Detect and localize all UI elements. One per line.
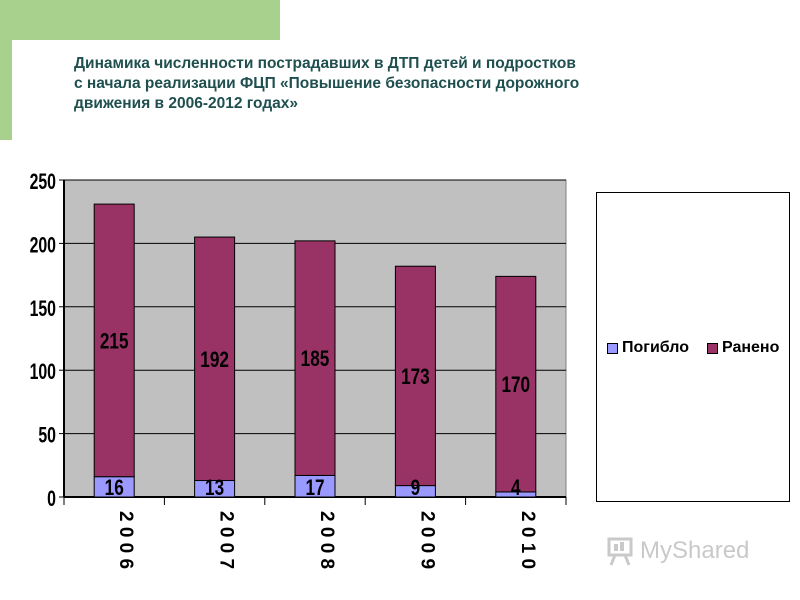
bar-injured: [194, 236, 236, 482]
bar-injured: [394, 265, 436, 487]
legend-label-injured: Ранено: [722, 339, 780, 356]
x-tick-label: 2 0 0 7: [216, 511, 237, 569]
legend-swatch-injured: [707, 342, 718, 354]
legend-label-killed: Погибло: [622, 339, 689, 356]
data-label-injured: 215: [100, 329, 129, 354]
title-line-1: Динамика численности пострадавших в ДТП …: [74, 55, 576, 72]
x-tick-label: 2 0 1 0: [517, 511, 538, 569]
data-label-injured: 185: [301, 347, 330, 372]
slide-title: Динамика численности пострадавших в ДТП …: [74, 54, 774, 114]
chart-legend: Погибло Ранено: [596, 192, 790, 502]
y-tick-label: 100: [30, 361, 56, 385]
watermark-text: MyShared: [640, 537, 750, 564]
legend-swatch-killed: [607, 342, 618, 354]
y-tick-label: 0: [47, 488, 56, 512]
y-tick-label: 50: [38, 424, 56, 448]
data-label-injured: 170: [501, 373, 530, 398]
x-tick-label: 2 0 0 9: [416, 511, 437, 569]
legend-item-killed: Погибло: [607, 339, 689, 357]
x-tick-label: 2 0 0 8: [316, 511, 337, 569]
data-label-killed: 13: [205, 476, 224, 501]
data-label-killed: 9: [411, 476, 421, 501]
bar-injured: [495, 275, 537, 493]
x-tick-label: 2 0 0 6: [115, 511, 136, 569]
data-label-injured: 173: [401, 365, 430, 390]
data-label-killed: 17: [305, 476, 324, 501]
y-tick-label: 150: [30, 297, 56, 321]
data-label-killed: 16: [105, 476, 124, 501]
bar-injured: [294, 240, 336, 476]
y-tick-label: 250: [30, 171, 56, 195]
watermark: MyShared: [606, 536, 749, 566]
y-tick-label: 200: [30, 234, 56, 258]
bar-injured: [93, 203, 135, 478]
data-label-injured: 192: [200, 348, 229, 373]
presentation-board-icon: [607, 537, 633, 566]
legend-item-injured: Ранено: [707, 339, 779, 357]
data-label-killed: 4: [511, 476, 521, 501]
title-line-2: с начала реализации ФЦП «Повышение безоп…: [74, 75, 580, 92]
title-line-3: движения в 2006-2012 годах»: [74, 95, 299, 112]
